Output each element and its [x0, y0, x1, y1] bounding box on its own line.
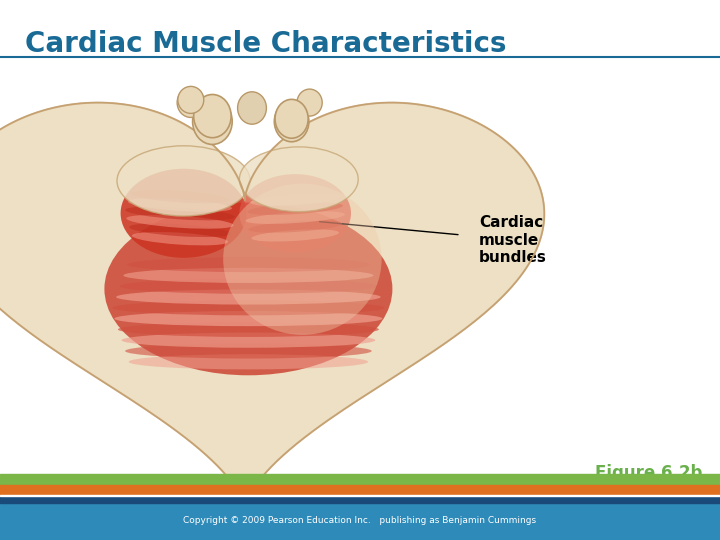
Ellipse shape [118, 322, 379, 337]
Bar [0, 495, 720, 496]
Ellipse shape [297, 89, 323, 116]
Ellipse shape [248, 220, 342, 233]
Text: Cardiac
muscle
bundles: Cardiac muscle bundles [479, 215, 546, 265]
Ellipse shape [122, 333, 375, 348]
Ellipse shape [127, 257, 370, 272]
Ellipse shape [238, 92, 266, 124]
Ellipse shape [246, 211, 345, 224]
Text: Cardiac Muscle Characteristics: Cardiac Muscle Characteristics [25, 30, 507, 58]
Ellipse shape [275, 99, 308, 138]
Ellipse shape [248, 202, 343, 215]
Ellipse shape [123, 268, 374, 283]
Ellipse shape [121, 168, 247, 258]
Bar [0, 496, 720, 503]
Ellipse shape [223, 184, 382, 335]
Text: (b): (b) [112, 474, 133, 489]
Text: Copyright © 2009 Pearson Education Inc.   publishing as Benjamin Cummings: Copyright © 2009 Pearson Education Inc. … [184, 516, 536, 525]
Ellipse shape [117, 146, 251, 216]
Ellipse shape [131, 190, 229, 203]
Ellipse shape [129, 224, 231, 237]
Ellipse shape [112, 300, 384, 315]
Ellipse shape [132, 232, 228, 245]
Bar [0, 485, 720, 495]
Ellipse shape [125, 206, 235, 220]
Polygon shape [0, 103, 544, 509]
Bar [0, 501, 720, 540]
Ellipse shape [239, 147, 359, 212]
Ellipse shape [194, 94, 231, 138]
Ellipse shape [178, 86, 204, 113]
Ellipse shape [274, 102, 309, 141]
Ellipse shape [128, 198, 232, 212]
Bar [0, 474, 720, 485]
Ellipse shape [129, 354, 368, 369]
Ellipse shape [104, 202, 392, 375]
Text: Figure 6.2b: Figure 6.2b [595, 464, 702, 482]
Ellipse shape [251, 194, 340, 206]
Ellipse shape [120, 279, 377, 294]
Ellipse shape [116, 289, 381, 305]
Ellipse shape [251, 230, 339, 241]
Ellipse shape [126, 215, 234, 229]
Ellipse shape [125, 343, 372, 359]
Ellipse shape [193, 98, 233, 144]
Ellipse shape [114, 311, 382, 326]
Ellipse shape [240, 174, 351, 252]
Ellipse shape [177, 87, 204, 118]
